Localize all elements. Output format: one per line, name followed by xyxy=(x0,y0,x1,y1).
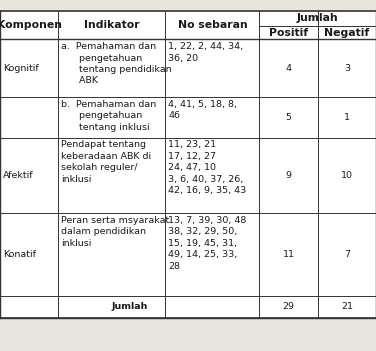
Text: 4: 4 xyxy=(286,64,291,73)
Text: 21: 21 xyxy=(341,303,353,311)
Text: 11, 23, 21
17, 12, 27
24, 47, 10
3, 6, 40, 37, 26,
42, 16, 9, 35, 43: 11, 23, 21 17, 12, 27 24, 47, 10 3, 6, 4… xyxy=(168,140,247,195)
Bar xyxy=(0,11,376,318)
Text: Peran serta msyarakat
dalam pendidikan
inklusi: Peran serta msyarakat dalam pendidikan i… xyxy=(61,216,170,248)
Text: 11: 11 xyxy=(283,250,294,259)
Text: Negatif: Negatif xyxy=(324,28,370,38)
Text: No sebaran: No sebaran xyxy=(177,20,247,30)
Text: Konatif: Konatif xyxy=(3,250,36,259)
Text: a.  Pemahaman dan
      pengetahuan
      tentang pendidikan
      ABK: a. Pemahaman dan pengetahuan tentang pen… xyxy=(61,42,172,86)
Text: 13, 7, 39, 30, 48
38, 32, 29, 50,
15, 19, 45, 31,
49, 14, 25, 33,
28: 13, 7, 39, 30, 48 38, 32, 29, 50, 15, 19… xyxy=(168,216,247,271)
Text: Jumlah: Jumlah xyxy=(297,13,339,24)
Text: 10: 10 xyxy=(341,171,353,180)
Text: 5: 5 xyxy=(286,113,291,122)
Text: 7: 7 xyxy=(344,250,350,259)
Text: Indikator: Indikator xyxy=(84,20,139,30)
Text: 3: 3 xyxy=(344,64,350,73)
Text: Komponen: Komponen xyxy=(0,20,62,30)
Text: 1: 1 xyxy=(344,113,350,122)
Text: Kognitif: Kognitif xyxy=(3,64,39,73)
Text: b.  Pemahaman dan
      pengetahuan
      tentang inklusi: b. Pemahaman dan pengetahuan tentang ink… xyxy=(61,100,156,132)
Text: Afektif: Afektif xyxy=(3,171,33,180)
Text: Positif: Positif xyxy=(269,28,308,38)
Text: Pendapat tentang
keberadaan ABK di
sekolah reguler/
inklusi: Pendapat tentang keberadaan ABK di sekol… xyxy=(61,140,152,184)
Text: 29: 29 xyxy=(283,303,294,311)
Text: Jumlah: Jumlah xyxy=(112,303,148,311)
Text: 1, 22, 2, 44, 34,
36, 20: 1, 22, 2, 44, 34, 36, 20 xyxy=(168,42,244,62)
Text: 9: 9 xyxy=(286,171,291,180)
Text: 4, 41, 5, 18, 8,
46: 4, 41, 5, 18, 8, 46 xyxy=(168,100,238,120)
